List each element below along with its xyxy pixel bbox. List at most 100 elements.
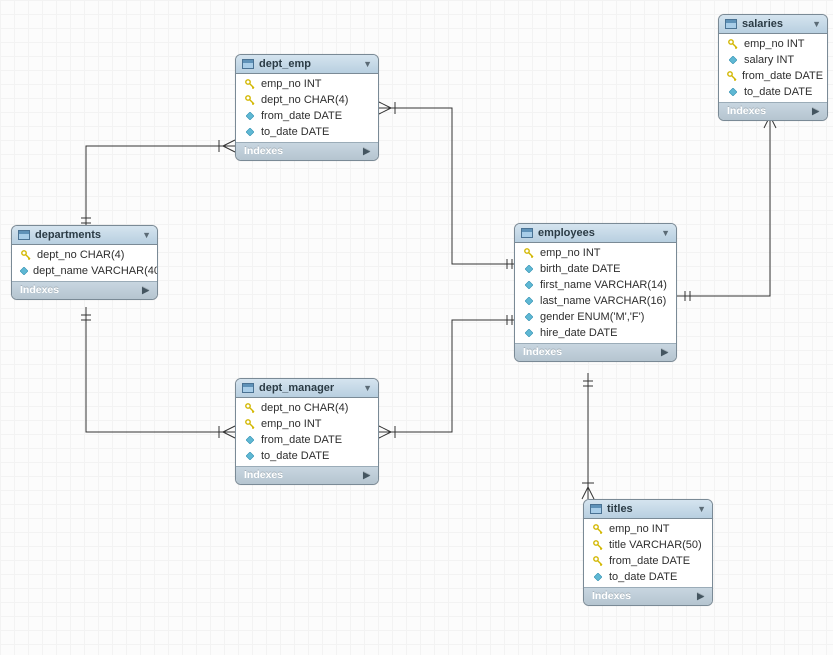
entity-columns: emp_no INT dept_no CHAR(4) from_date DATE t… <box>236 74 378 142</box>
entity-header[interactable]: departments ▼ <box>12 226 157 245</box>
expand-icon[interactable]: ▶ <box>363 470 370 481</box>
collapse-icon[interactable]: ▼ <box>363 383 372 393</box>
column-row[interactable]: dept_name VARCHAR(40) <box>12 263 157 279</box>
primary-key-icon <box>20 250 32 260</box>
entity-title: employees <box>538 227 595 239</box>
entity-columns: emp_no INTsalary INTfrom_date DATE to_dat… <box>719 34 827 102</box>
entity-title: dept_emp <box>259 58 311 70</box>
attribute-icon <box>244 452 256 460</box>
column-row[interactable]: dept_no CHAR(4) <box>12 247 157 263</box>
entity-columns: dept_no CHAR(4) emp_no INT from_date DATEt… <box>236 398 378 466</box>
indexes-label: Indexes <box>727 105 766 117</box>
table-icon <box>242 59 254 69</box>
column-label: to_date DATE <box>609 571 677 583</box>
column-label: to_date DATE <box>261 126 329 138</box>
entity-title: titles <box>607 503 633 515</box>
indexes-section[interactable]: Indexes ▶ <box>236 466 378 484</box>
entity-columns: emp_no INT title VARCHAR(50) from_date DAT… <box>584 519 712 587</box>
column-row[interactable]: emp_no INT <box>515 245 676 261</box>
column-row[interactable]: from_date DATE <box>236 432 378 448</box>
column-row[interactable]: last_name VARCHAR(16) <box>515 293 676 309</box>
entity-columns: emp_no INT birth_date DATE first_name VARC… <box>515 243 676 343</box>
primary-key-icon <box>727 71 737 81</box>
indexes-label: Indexes <box>592 590 631 602</box>
table-icon <box>590 504 602 514</box>
entity-employees[interactable]: employees ▼ emp_no INT birth_date DATE first… <box>514 223 677 362</box>
column-row[interactable]: gender ENUM('M','F') <box>515 309 676 325</box>
entity-titles[interactable]: titles ▼ emp_no INT title VARCHAR(50) from_d… <box>583 499 713 606</box>
primary-key-icon <box>592 556 604 566</box>
er-diagram-canvas: departments ▼ dept_no CHAR(4) dept_name VAR… <box>0 0 833 655</box>
column-label: hire_date DATE <box>540 327 617 339</box>
relationship-line <box>677 128 770 296</box>
attribute-icon <box>727 88 739 96</box>
column-label: to_date DATE <box>744 86 812 98</box>
entity-dept_manager[interactable]: dept_manager ▼ dept_no CHAR(4) emp_no INT fr… <box>235 378 379 485</box>
expand-icon[interactable]: ▶ <box>661 347 668 358</box>
entity-salaries[interactable]: salaries ▼ emp_no INTsalary INTfrom_date D… <box>718 14 828 121</box>
column-row[interactable]: emp_no INT <box>236 416 378 432</box>
indexes-section[interactable]: Indexes ▶ <box>236 142 378 160</box>
expand-icon[interactable]: ▶ <box>363 146 370 157</box>
collapse-icon[interactable]: ▼ <box>363 59 372 69</box>
entity-columns: dept_no CHAR(4) dept_name VARCHAR(40) <box>12 245 157 281</box>
column-row[interactable]: from_date DATE <box>236 108 378 124</box>
attribute-icon <box>523 329 535 337</box>
column-row[interactable]: from_date DATE <box>719 68 827 84</box>
attribute-icon <box>523 313 535 321</box>
attribute-icon <box>523 265 535 273</box>
column-row[interactable]: dept_no CHAR(4) <box>236 92 378 108</box>
expand-icon[interactable]: ▶ <box>812 106 819 117</box>
column-row[interactable]: dept_no CHAR(4) <box>236 400 378 416</box>
column-label: emp_no INT <box>261 418 322 430</box>
column-row[interactable]: birth_date DATE <box>515 261 676 277</box>
collapse-icon[interactable]: ▼ <box>661 228 670 238</box>
indexes-label: Indexes <box>244 145 283 157</box>
collapse-icon[interactable]: ▼ <box>142 230 151 240</box>
indexes-label: Indexes <box>244 469 283 481</box>
column-row[interactable]: emp_no INT <box>584 521 712 537</box>
indexes-section[interactable]: Indexes ▶ <box>719 102 827 120</box>
indexes-label: Indexes <box>523 346 562 358</box>
column-row[interactable]: first_name VARCHAR(14) <box>515 277 676 293</box>
entity-title: dept_manager <box>259 382 334 394</box>
entity-header[interactable]: salaries ▼ <box>719 15 827 34</box>
column-label: title VARCHAR(50) <box>609 539 702 551</box>
indexes-label: Indexes <box>20 284 59 296</box>
column-label: birth_date DATE <box>540 263 621 275</box>
collapse-icon[interactable]: ▼ <box>697 504 706 514</box>
column-row[interactable]: emp_no INT <box>719 36 827 52</box>
entity-departments[interactable]: departments ▼ dept_no CHAR(4) dept_name VAR… <box>11 225 158 300</box>
column-row[interactable]: to_date DATE <box>584 569 712 585</box>
column-row[interactable]: from_date DATE <box>584 553 712 569</box>
entity-title: salaries <box>742 18 783 30</box>
column-label: emp_no INT <box>609 523 670 535</box>
column-row[interactable]: to_date DATE <box>236 448 378 464</box>
attribute-icon <box>244 436 256 444</box>
relationship-line <box>86 146 235 225</box>
primary-key-icon <box>523 248 535 258</box>
entity-header[interactable]: dept_manager ▼ <box>236 379 378 398</box>
attribute-icon <box>244 128 256 136</box>
expand-icon[interactable]: ▶ <box>697 591 704 602</box>
column-row[interactable]: title VARCHAR(50) <box>584 537 712 553</box>
expand-icon[interactable]: ▶ <box>142 285 149 296</box>
indexes-section[interactable]: Indexes ▶ <box>515 343 676 361</box>
indexes-section[interactable]: Indexes ▶ <box>12 281 157 299</box>
entity-header[interactable]: employees ▼ <box>515 224 676 243</box>
attribute-icon <box>727 56 739 64</box>
column-row[interactable]: hire_date DATE <box>515 325 676 341</box>
column-row[interactable]: salary INT <box>719 52 827 68</box>
column-row[interactable]: emp_no INT <box>236 76 378 92</box>
entity-dept_emp[interactable]: dept_emp ▼ emp_no INT dept_no CHAR(4) from_d… <box>235 54 379 161</box>
collapse-icon[interactable]: ▼ <box>812 19 821 29</box>
column-row[interactable]: to_date DATE <box>236 124 378 140</box>
column-label: dept_no CHAR(4) <box>261 94 348 106</box>
entity-header[interactable]: dept_emp ▼ <box>236 55 378 74</box>
indexes-section[interactable]: Indexes ▶ <box>584 587 712 605</box>
table-icon <box>521 228 533 238</box>
column-row[interactable]: to_date DATE <box>719 84 827 100</box>
entity-title: departments <box>35 229 101 241</box>
entity-header[interactable]: titles ▼ <box>584 500 712 519</box>
column-label: dept_no CHAR(4) <box>37 249 124 261</box>
